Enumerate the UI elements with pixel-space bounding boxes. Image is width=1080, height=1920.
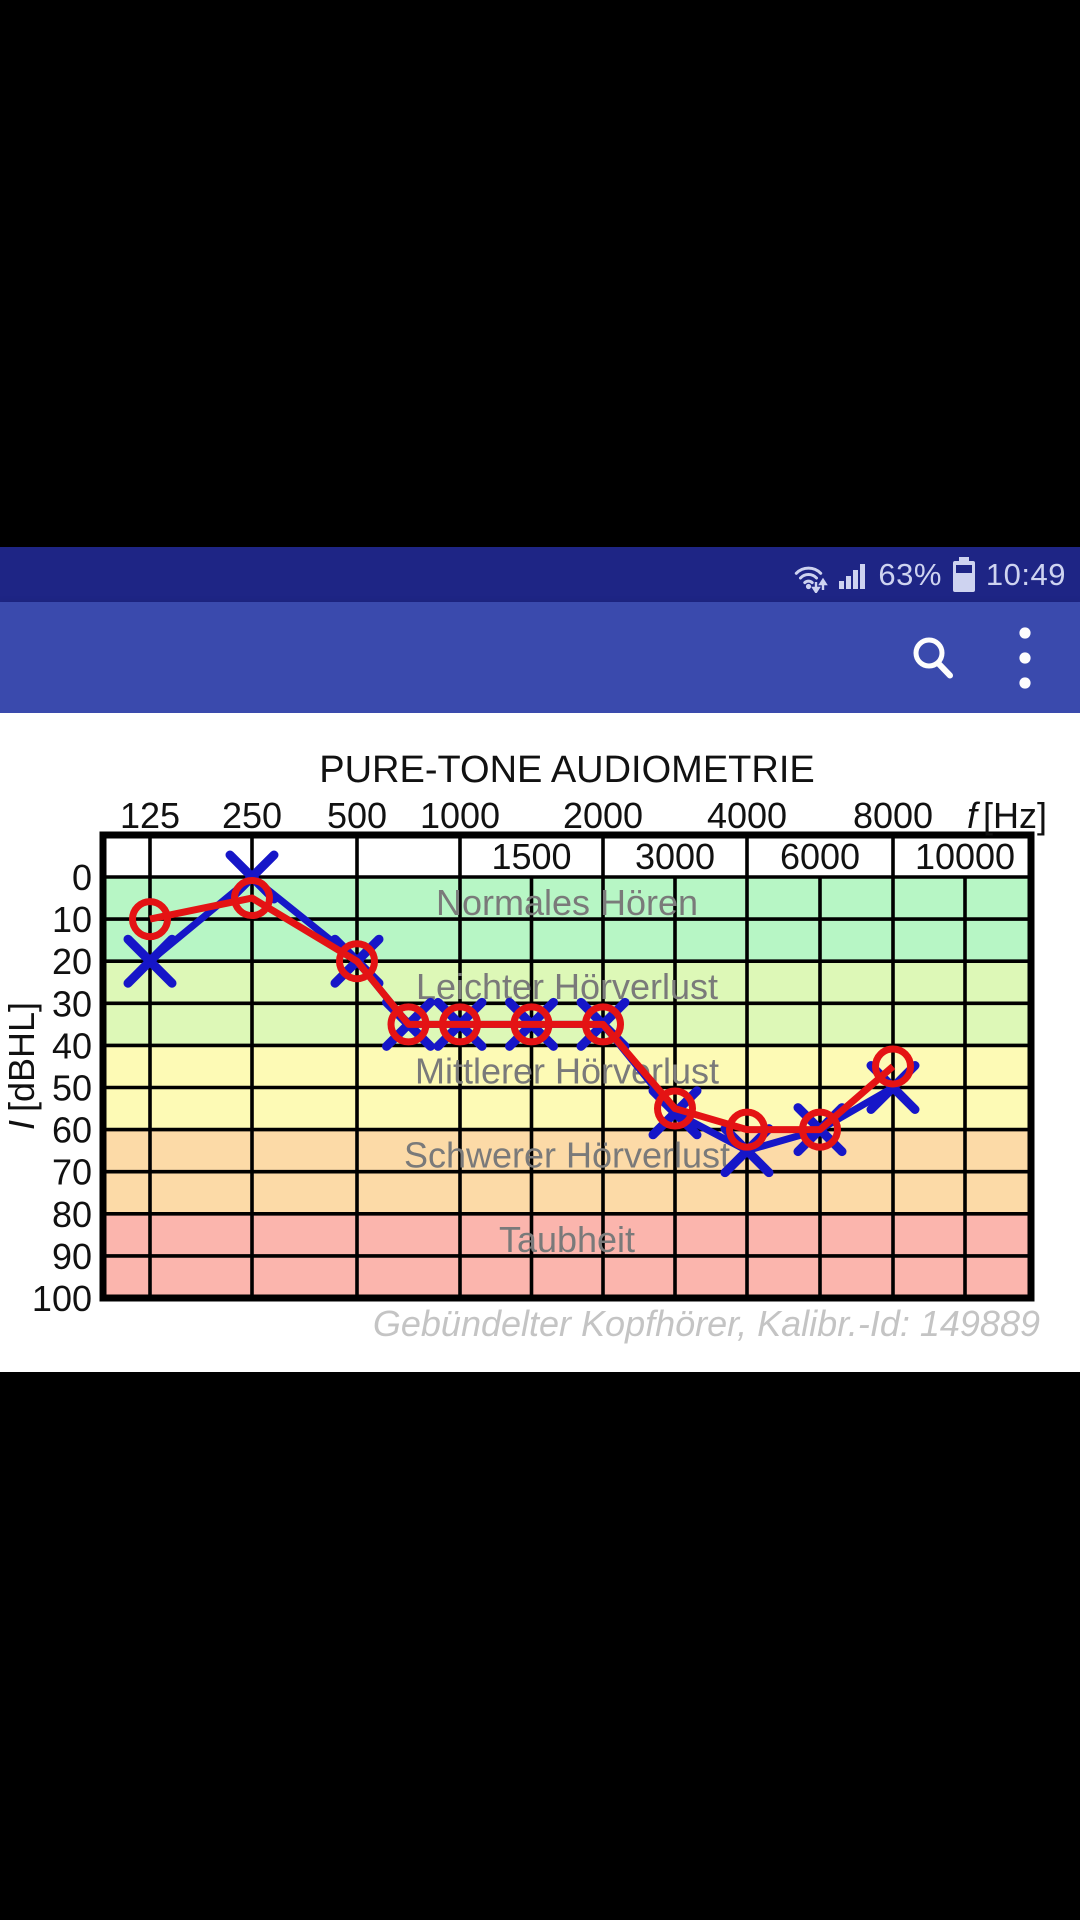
chart-title: PURE-TONE AUDIOMETRIE [319, 749, 815, 791]
battery-percent: 63% [878, 556, 942, 592]
audiogram-panel [0, 713, 1080, 1372]
overflow-menu-icon [1018, 625, 1032, 691]
clock: 10:49 [985, 556, 1066, 592]
wifi-icon [790, 557, 830, 593]
search-button[interactable] [904, 629, 962, 687]
letterbox-bottom [0, 1372, 1080, 1920]
search-icon [908, 633, 958, 683]
battery-icon [951, 556, 977, 594]
signal-strength-icon [839, 559, 869, 591]
overflow-menu-button[interactable] [996, 626, 1054, 689]
letterbox-top [0, 0, 1080, 547]
app-bar [0, 602, 1080, 713]
status-bar: 63% 10:49 [0, 547, 1080, 602]
